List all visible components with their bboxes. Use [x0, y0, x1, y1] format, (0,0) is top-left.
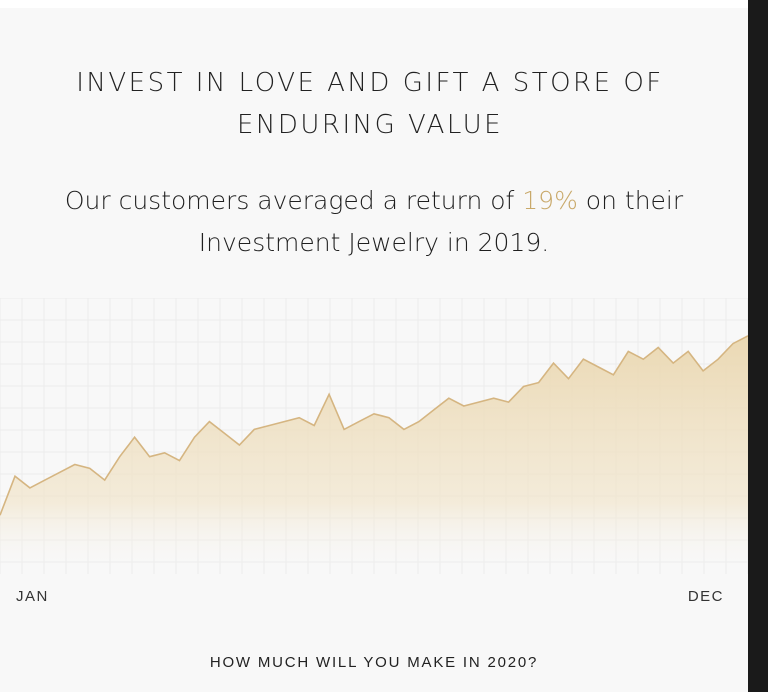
chart-area	[0, 335, 748, 574]
summary-suffix: on their Investment Jewelry in 2019.	[198, 186, 684, 257]
x-axis-end-label: DEC	[687, 588, 724, 605]
heading-line-1: INVEST IN LOVE AND GIFT A STORE OF	[76, 68, 664, 98]
returns-chart	[0, 298, 748, 574]
summary-prefix: Our customers averaged a return of	[64, 186, 523, 215]
return-summary: Our customers averaged a return of 19% o…	[20, 180, 728, 264]
return-percentage: 19%	[522, 186, 578, 215]
section-heading: INVEST IN LOVE AND GIFT A STORE OF ENDUR…	[40, 62, 700, 146]
page-edge	[748, 0, 768, 692]
make-2020-link[interactable]: HOW MUCH WILL YOU MAKE IN 2020?	[209, 654, 539, 671]
x-axis-start-label: JAN	[16, 588, 49, 605]
heading-line-2: ENDURING VALUE	[236, 110, 504, 140]
chart-line	[0, 335, 748, 516]
